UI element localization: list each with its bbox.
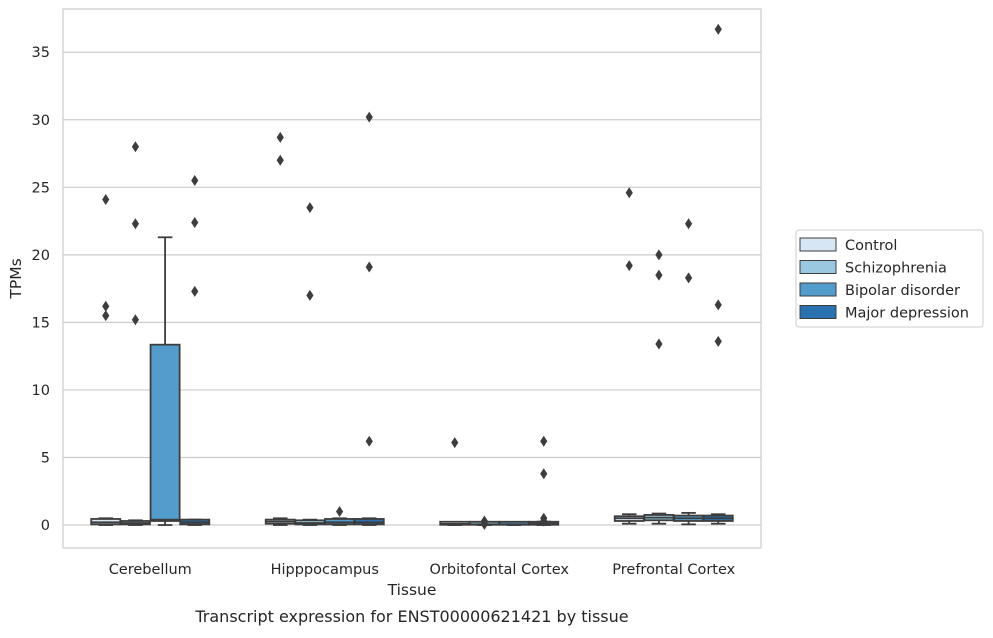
outlier-point <box>540 515 548 527</box>
x-tick-label: Prefrontal Cortex <box>612 562 735 578</box>
y-axis-label: TPMs <box>7 258 25 299</box>
y-tick-label: 30 <box>32 113 50 129</box>
legend-label: Schizophrenia <box>845 261 947 277</box>
y-tick-label: 10 <box>32 383 50 399</box>
x-tick-labels: Cerebellum Hipppocampus Orbitofontal Corte… <box>109 562 736 578</box>
outlier-point <box>191 216 199 228</box>
box-schizophrenia <box>643 512 675 525</box>
y-tick-label: 15 <box>32 315 50 331</box>
outlier-point <box>684 218 693 230</box>
box-schizophrenia <box>119 519 151 526</box>
y-tick-label: 25 <box>32 180 50 196</box>
box-control <box>439 520 471 526</box>
outlier-point <box>625 260 633 272</box>
outlier-point <box>306 289 314 301</box>
box-control <box>90 517 122 526</box>
outlier-point <box>714 335 722 347</box>
boxes <box>90 236 734 526</box>
x-axis-label: Tissue <box>387 581 437 599</box>
box-major-depression <box>179 518 211 526</box>
outlier-point <box>540 468 548 480</box>
box-bipolar-disorder <box>149 236 181 526</box>
outlier-point <box>276 154 284 166</box>
y-tick-labels: 0 5 10 15 20 25 30 35 <box>32 45 50 534</box>
x-tick-label: Cerebellum <box>109 562 192 578</box>
outlier-point <box>625 187 633 199</box>
y-tick-label: 35 <box>32 45 50 61</box>
box-control <box>264 517 296 526</box>
legend-swatch <box>799 282 837 297</box>
outlier-point <box>655 269 663 281</box>
chart-caption: Transcript expression for ENST0000062142… <box>194 607 628 626</box>
plot-frame <box>62 8 762 549</box>
outlier-point <box>714 23 722 35</box>
box-schizophrenia <box>294 518 326 526</box>
outlier-point <box>131 141 140 153</box>
legend: Control Schizophrenia Bipolar disorder Majo… <box>795 229 984 328</box>
x-tick-label: Hipppocampus <box>271 562 379 578</box>
legend-swatch <box>799 305 837 319</box>
outlier-point <box>655 338 663 350</box>
outlier-point <box>655 249 663 261</box>
outlier-point <box>684 272 693 284</box>
box-bipolar-disorder <box>498 520 530 526</box>
box-control <box>613 513 645 525</box>
y-tick-label: 20 <box>32 248 50 264</box>
legend-swatch <box>799 260 837 274</box>
outlier-point <box>714 299 722 311</box>
outlier-point <box>365 435 373 447</box>
outlier-point <box>451 437 459 449</box>
outliers <box>102 23 722 530</box>
box-major-depression <box>353 517 385 526</box>
outlier-point <box>131 314 140 326</box>
outlier-point <box>540 435 548 447</box>
box-iqr <box>149 343 181 522</box>
legend-label: Bipolar disorder <box>845 283 960 299</box>
outlier-point <box>365 261 373 273</box>
outlier-point <box>191 285 199 297</box>
outlier-point <box>191 175 199 187</box>
box-bipolar-disorder <box>673 511 705 526</box>
outlier-point <box>480 518 489 530</box>
outlier-point <box>102 310 110 322</box>
outlier-point <box>131 218 140 230</box>
legend-swatch <box>799 237 837 252</box>
box-bipolar-disorder <box>324 517 356 526</box>
y-tick-label: 0 <box>41 518 50 534</box>
outlier-point <box>335 506 344 518</box>
box-major-depression <box>702 513 734 525</box>
outlier-point <box>102 193 110 205</box>
legend-label: Control <box>845 238 897 254</box>
y-tick-label: 5 <box>41 450 50 466</box>
outlier-point <box>102 300 110 312</box>
x-tick-label: Orbitofontal Cortex <box>430 562 570 578</box>
legend-frame <box>795 229 984 328</box>
legend-label: Major depression <box>845 306 969 322</box>
outlier-point <box>276 131 284 143</box>
outlier-point <box>365 111 373 123</box>
outlier-point <box>306 202 314 214</box>
